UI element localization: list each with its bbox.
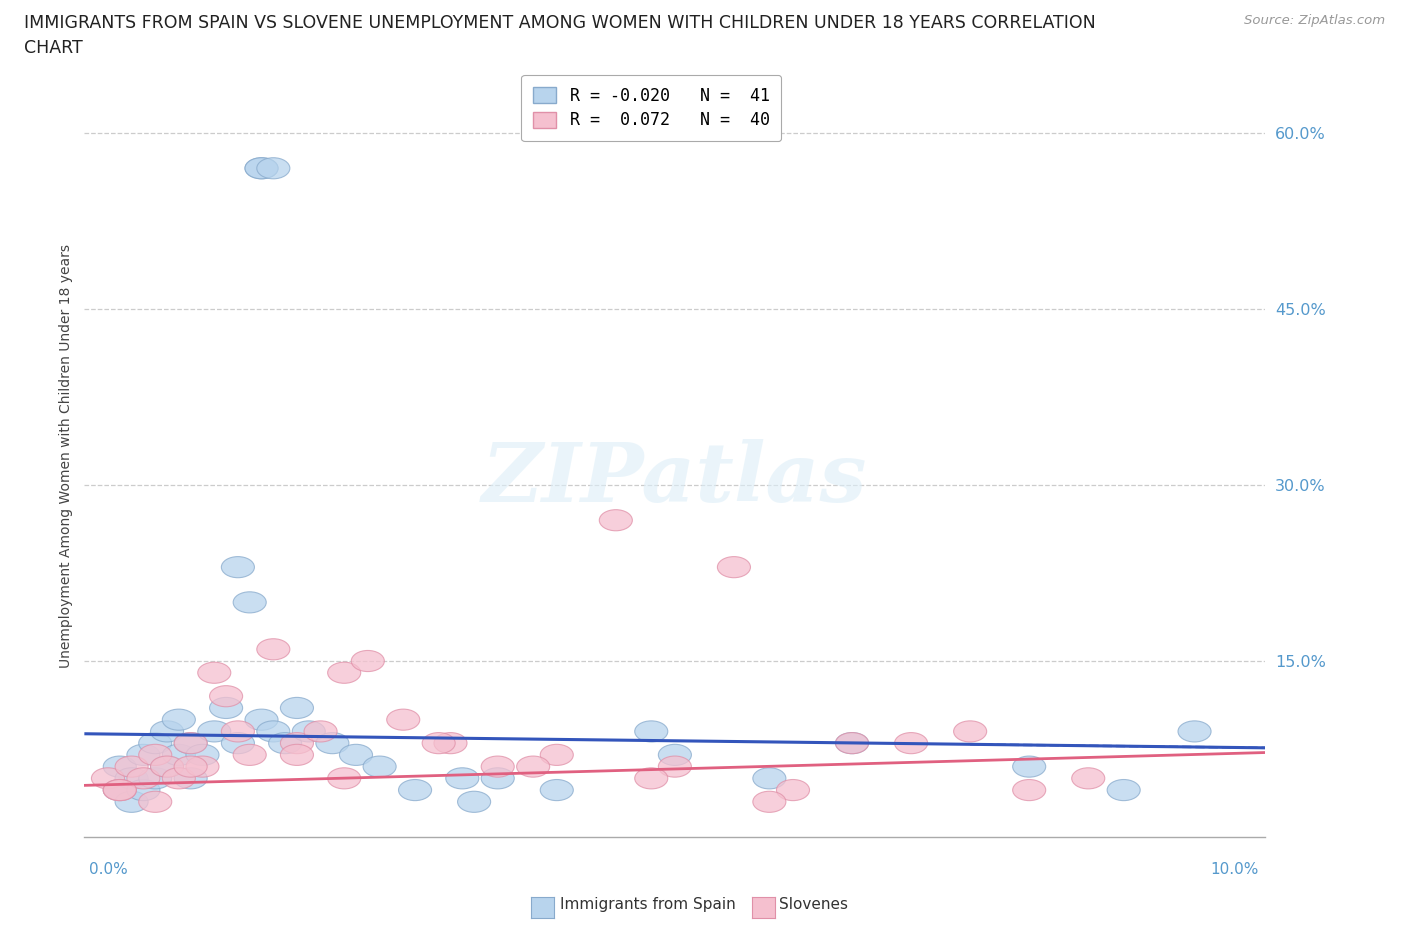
Ellipse shape: [363, 756, 396, 777]
Ellipse shape: [516, 756, 550, 777]
Ellipse shape: [103, 779, 136, 801]
Ellipse shape: [186, 756, 219, 777]
Ellipse shape: [540, 744, 574, 765]
Ellipse shape: [1071, 768, 1105, 789]
Ellipse shape: [269, 733, 302, 753]
Text: 0.0%: 0.0%: [89, 862, 128, 877]
Ellipse shape: [328, 768, 361, 789]
Text: CHART: CHART: [24, 39, 83, 57]
Ellipse shape: [634, 721, 668, 742]
Ellipse shape: [139, 733, 172, 753]
Ellipse shape: [221, 733, 254, 753]
Ellipse shape: [245, 158, 278, 179]
Ellipse shape: [457, 791, 491, 813]
Ellipse shape: [422, 733, 456, 753]
Ellipse shape: [150, 756, 184, 777]
Ellipse shape: [835, 733, 869, 753]
Ellipse shape: [1178, 721, 1211, 742]
Ellipse shape: [127, 768, 160, 789]
Ellipse shape: [776, 779, 810, 801]
Ellipse shape: [221, 556, 254, 578]
Ellipse shape: [316, 733, 349, 753]
Ellipse shape: [233, 744, 266, 765]
Ellipse shape: [150, 756, 184, 777]
Ellipse shape: [257, 639, 290, 660]
Ellipse shape: [174, 733, 207, 753]
Ellipse shape: [1012, 779, 1046, 801]
Ellipse shape: [540, 779, 574, 801]
Ellipse shape: [174, 756, 207, 777]
Ellipse shape: [221, 721, 254, 742]
Ellipse shape: [245, 158, 278, 179]
Ellipse shape: [446, 768, 479, 789]
Ellipse shape: [339, 744, 373, 765]
Ellipse shape: [127, 779, 160, 801]
Ellipse shape: [162, 709, 195, 730]
Text: ZIPatlas: ZIPatlas: [482, 439, 868, 519]
Ellipse shape: [292, 721, 325, 742]
Ellipse shape: [953, 721, 987, 742]
Ellipse shape: [257, 158, 290, 179]
Ellipse shape: [139, 744, 172, 765]
Ellipse shape: [280, 698, 314, 719]
Ellipse shape: [174, 733, 207, 753]
Ellipse shape: [352, 650, 384, 671]
Ellipse shape: [103, 779, 136, 801]
Ellipse shape: [127, 744, 160, 765]
Text: 10.0%: 10.0%: [1211, 862, 1258, 877]
Ellipse shape: [198, 721, 231, 742]
Ellipse shape: [115, 756, 148, 777]
Ellipse shape: [280, 744, 314, 765]
Ellipse shape: [752, 791, 786, 813]
Ellipse shape: [233, 591, 266, 613]
Ellipse shape: [91, 768, 125, 789]
Ellipse shape: [481, 756, 515, 777]
Ellipse shape: [139, 791, 172, 813]
Text: Slovenes: Slovenes: [779, 897, 848, 912]
Ellipse shape: [599, 510, 633, 531]
Ellipse shape: [103, 779, 136, 801]
Ellipse shape: [209, 685, 243, 707]
Ellipse shape: [1107, 779, 1140, 801]
Legend: R = -0.020   N =  41, R =  0.072   N =  40: R = -0.020 N = 41, R = 0.072 N = 40: [522, 75, 782, 141]
Ellipse shape: [115, 768, 148, 789]
Ellipse shape: [894, 733, 928, 753]
Ellipse shape: [186, 744, 219, 765]
Ellipse shape: [752, 768, 786, 789]
Text: IMMIGRANTS FROM SPAIN VS SLOVENE UNEMPLOYMENT AMONG WOMEN WITH CHILDREN UNDER 18: IMMIGRANTS FROM SPAIN VS SLOVENE UNEMPLO…: [24, 14, 1095, 32]
Ellipse shape: [198, 662, 231, 684]
Ellipse shape: [658, 756, 692, 777]
Ellipse shape: [280, 733, 314, 753]
Text: Source: ZipAtlas.com: Source: ZipAtlas.com: [1244, 14, 1385, 27]
Ellipse shape: [1012, 756, 1046, 777]
Ellipse shape: [398, 779, 432, 801]
Text: Immigrants from Spain: Immigrants from Spain: [560, 897, 735, 912]
Ellipse shape: [387, 709, 420, 730]
Ellipse shape: [162, 744, 195, 765]
Ellipse shape: [209, 698, 243, 719]
Ellipse shape: [481, 768, 515, 789]
Ellipse shape: [658, 744, 692, 765]
Ellipse shape: [835, 733, 869, 753]
Ellipse shape: [717, 556, 751, 578]
Ellipse shape: [434, 733, 467, 753]
Y-axis label: Unemployment Among Women with Children Under 18 years: Unemployment Among Women with Children U…: [59, 244, 73, 668]
Ellipse shape: [304, 721, 337, 742]
Ellipse shape: [162, 768, 195, 789]
Ellipse shape: [634, 768, 668, 789]
Ellipse shape: [150, 721, 184, 742]
Ellipse shape: [115, 791, 148, 813]
Ellipse shape: [245, 709, 278, 730]
Ellipse shape: [139, 768, 172, 789]
Ellipse shape: [257, 721, 290, 742]
Ellipse shape: [103, 756, 136, 777]
Ellipse shape: [174, 768, 207, 789]
Ellipse shape: [328, 662, 361, 684]
